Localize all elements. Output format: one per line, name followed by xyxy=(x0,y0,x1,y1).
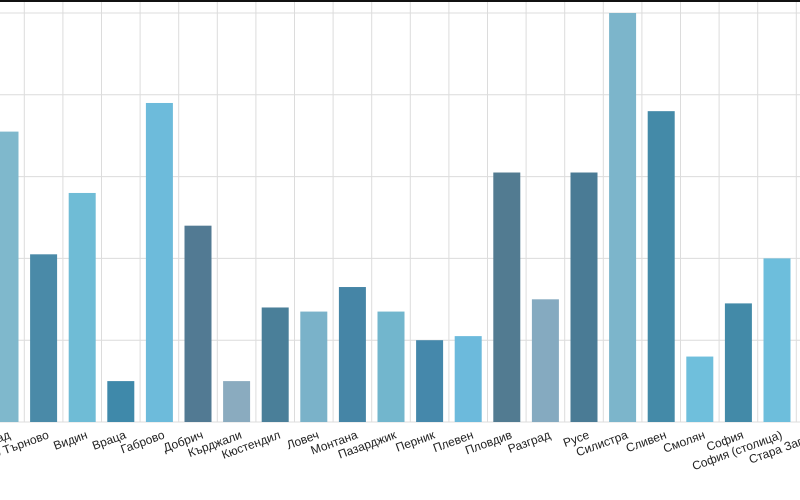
bar xyxy=(338,287,366,422)
bar xyxy=(609,13,637,422)
x-tick-label: Габрово xyxy=(119,428,167,457)
bar xyxy=(30,254,58,422)
bar xyxy=(184,225,212,422)
bar xyxy=(570,172,598,422)
bar xyxy=(261,307,289,422)
bar xyxy=(763,258,791,422)
bar xyxy=(300,311,328,422)
bar xyxy=(686,356,714,422)
x-tick-label: Видин xyxy=(52,428,90,453)
bar xyxy=(0,131,19,423)
bar xyxy=(223,381,251,422)
bar xyxy=(724,303,752,422)
x-tick-label: Смолян xyxy=(661,428,707,456)
bar xyxy=(493,172,521,422)
bar xyxy=(454,336,482,422)
bar xyxy=(416,340,444,422)
x-tick-label: Разград xyxy=(506,428,552,456)
bar xyxy=(377,311,405,422)
vertical-gridlines xyxy=(23,2,797,422)
bar xyxy=(68,192,96,422)
bar xyxy=(531,299,559,422)
bar xyxy=(107,381,135,422)
bar-series xyxy=(0,13,791,423)
bar xyxy=(145,102,173,422)
bar xyxy=(647,111,675,422)
